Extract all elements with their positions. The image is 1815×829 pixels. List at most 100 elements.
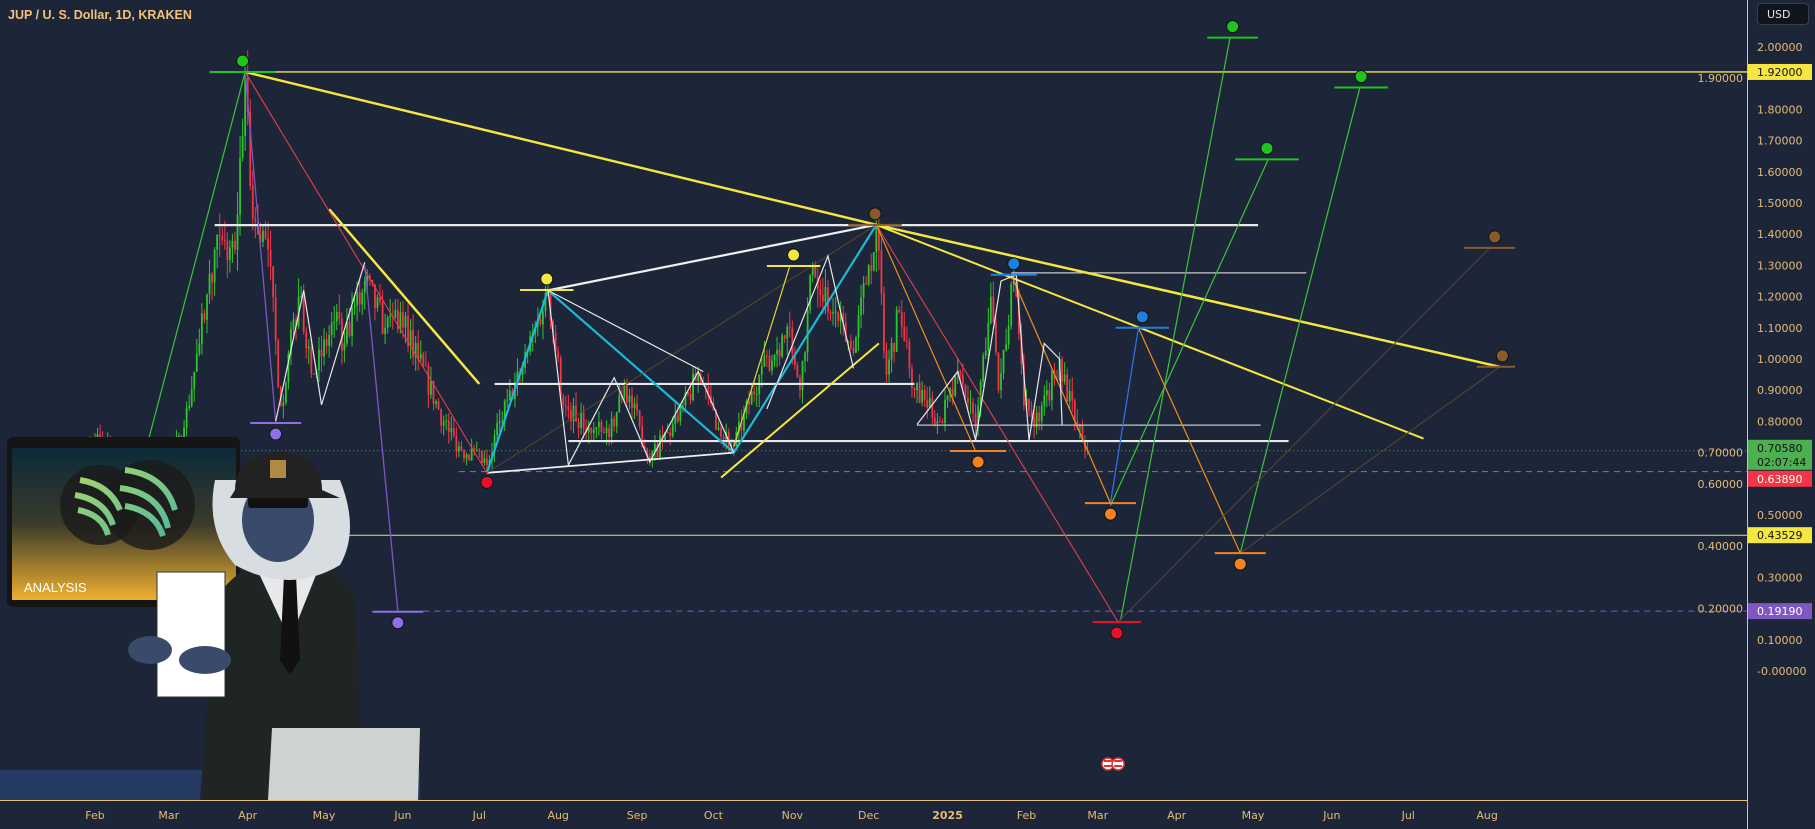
candle-body	[552, 320, 554, 333]
candle-body	[539, 318, 542, 325]
candle-body	[447, 420, 450, 433]
price-tick-label: 0.90000	[1757, 384, 1803, 397]
candle-body	[470, 448, 473, 461]
candle-body	[867, 265, 870, 285]
target-marker-dot	[269, 427, 283, 441]
candle-body	[404, 315, 407, 328]
candle-body	[427, 365, 430, 395]
candle-body	[307, 346, 310, 349]
jupiter-logo	[105, 460, 195, 550]
candle-body	[320, 349, 323, 357]
price-tick-label: 1.90000	[1698, 72, 1744, 85]
candle-body	[346, 321, 348, 344]
candle-body	[1010, 284, 1013, 326]
chart-title: JUP / U. S. Dollar, 1D, KRAKEN	[8, 8, 192, 22]
trend-line	[1120, 37, 1231, 620]
candle-body	[765, 355, 768, 357]
trend-line	[364, 265, 399, 612]
candle-body	[323, 339, 325, 357]
candle-body	[419, 354, 422, 359]
candle-body	[1063, 374, 1066, 382]
candle-body	[651, 450, 654, 459]
candle-body	[1043, 395, 1046, 406]
candle-body	[643, 446, 646, 450]
candle-body	[888, 359, 890, 375]
candle-body	[967, 398, 969, 403]
candle-body	[503, 401, 506, 421]
candle-body	[829, 312, 832, 314]
candle-body	[872, 252, 875, 271]
candle-body	[1007, 325, 1010, 345]
candle-body	[903, 326, 906, 341]
candle-body	[834, 311, 837, 313]
price-tick-label: 0.80000	[1757, 415, 1803, 428]
candle-body	[493, 435, 496, 453]
candle-body	[389, 315, 392, 318]
candle-body	[96, 434, 99, 437]
candle-body	[483, 458, 486, 464]
candle-body	[249, 111, 252, 186]
candle-body	[626, 383, 628, 403]
candle-body	[325, 339, 328, 346]
candle-body	[409, 330, 412, 346]
candle-body	[684, 392, 687, 406]
candle-body	[203, 313, 206, 320]
candle-body	[786, 326, 789, 339]
candle-body	[452, 428, 455, 436]
candle-body	[348, 321, 351, 336]
target-marker-dot	[1110, 626, 1124, 640]
candle-body	[445, 420, 448, 422]
candle-body	[852, 347, 855, 353]
currency-button[interactable]: USD	[1757, 3, 1809, 25]
candle-body	[923, 389, 926, 400]
us-flag-stripe	[1103, 760, 1112, 762]
candle-body	[842, 313, 845, 323]
candle-body	[361, 292, 364, 305]
target-marker-dot	[236, 54, 250, 68]
candle-body	[783, 335, 786, 339]
mascot-cap-badge	[270, 460, 286, 478]
mascot-hand	[128, 636, 172, 664]
candle-body	[959, 371, 962, 375]
candle-body	[1015, 281, 1018, 297]
candle-body	[1073, 400, 1076, 422]
candle-body	[689, 394, 692, 401]
candle-body	[1023, 363, 1025, 406]
us-flag-stripe	[1114, 765, 1123, 767]
candle-body	[898, 309, 901, 313]
candle-body	[755, 393, 758, 395]
time-tick-label: Sep	[627, 809, 648, 822]
candle-body	[969, 402, 972, 404]
trend-line	[733, 265, 791, 447]
candle-body	[664, 432, 666, 442]
candle-body	[424, 365, 427, 367]
candle-body	[1030, 410, 1033, 418]
candle-body	[559, 358, 562, 397]
trend-line	[916, 273, 1063, 441]
candle-body	[244, 78, 247, 136]
candle-body	[407, 315, 409, 346]
candle-body	[796, 365, 799, 378]
candle-body	[819, 289, 822, 296]
candle-body	[855, 337, 857, 353]
candle-body	[269, 249, 272, 267]
time-tick-label: Mar	[1087, 809, 1108, 822]
price-tick-label: 0.60000	[1698, 478, 1744, 491]
us-flag-icon[interactable]	[1111, 757, 1125, 771]
candle-body	[318, 349, 320, 371]
price-tag	[1748, 439, 1812, 470]
candle-body	[363, 281, 366, 293]
candle-body	[781, 335, 784, 357]
candle-body	[666, 432, 669, 434]
trend-line	[244, 70, 877, 227]
candle-body	[827, 287, 829, 313]
target-marker-dot	[1103, 507, 1117, 521]
candle-body	[623, 383, 626, 398]
trend-line	[275, 262, 366, 422]
candle-body	[312, 373, 315, 375]
candle-body	[216, 234, 219, 250]
candle-body	[768, 355, 771, 371]
candle-body	[699, 374, 702, 383]
trend-line	[732, 224, 878, 454]
